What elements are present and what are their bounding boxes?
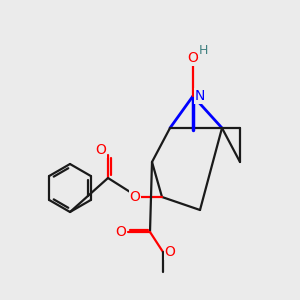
Text: O: O [96, 143, 106, 157]
Text: O: O [165, 245, 176, 259]
Text: O: O [188, 51, 198, 65]
Text: O: O [130, 190, 140, 204]
Text: N: N [195, 89, 205, 103]
Text: O: O [116, 225, 126, 239]
Text: H: H [198, 44, 208, 56]
